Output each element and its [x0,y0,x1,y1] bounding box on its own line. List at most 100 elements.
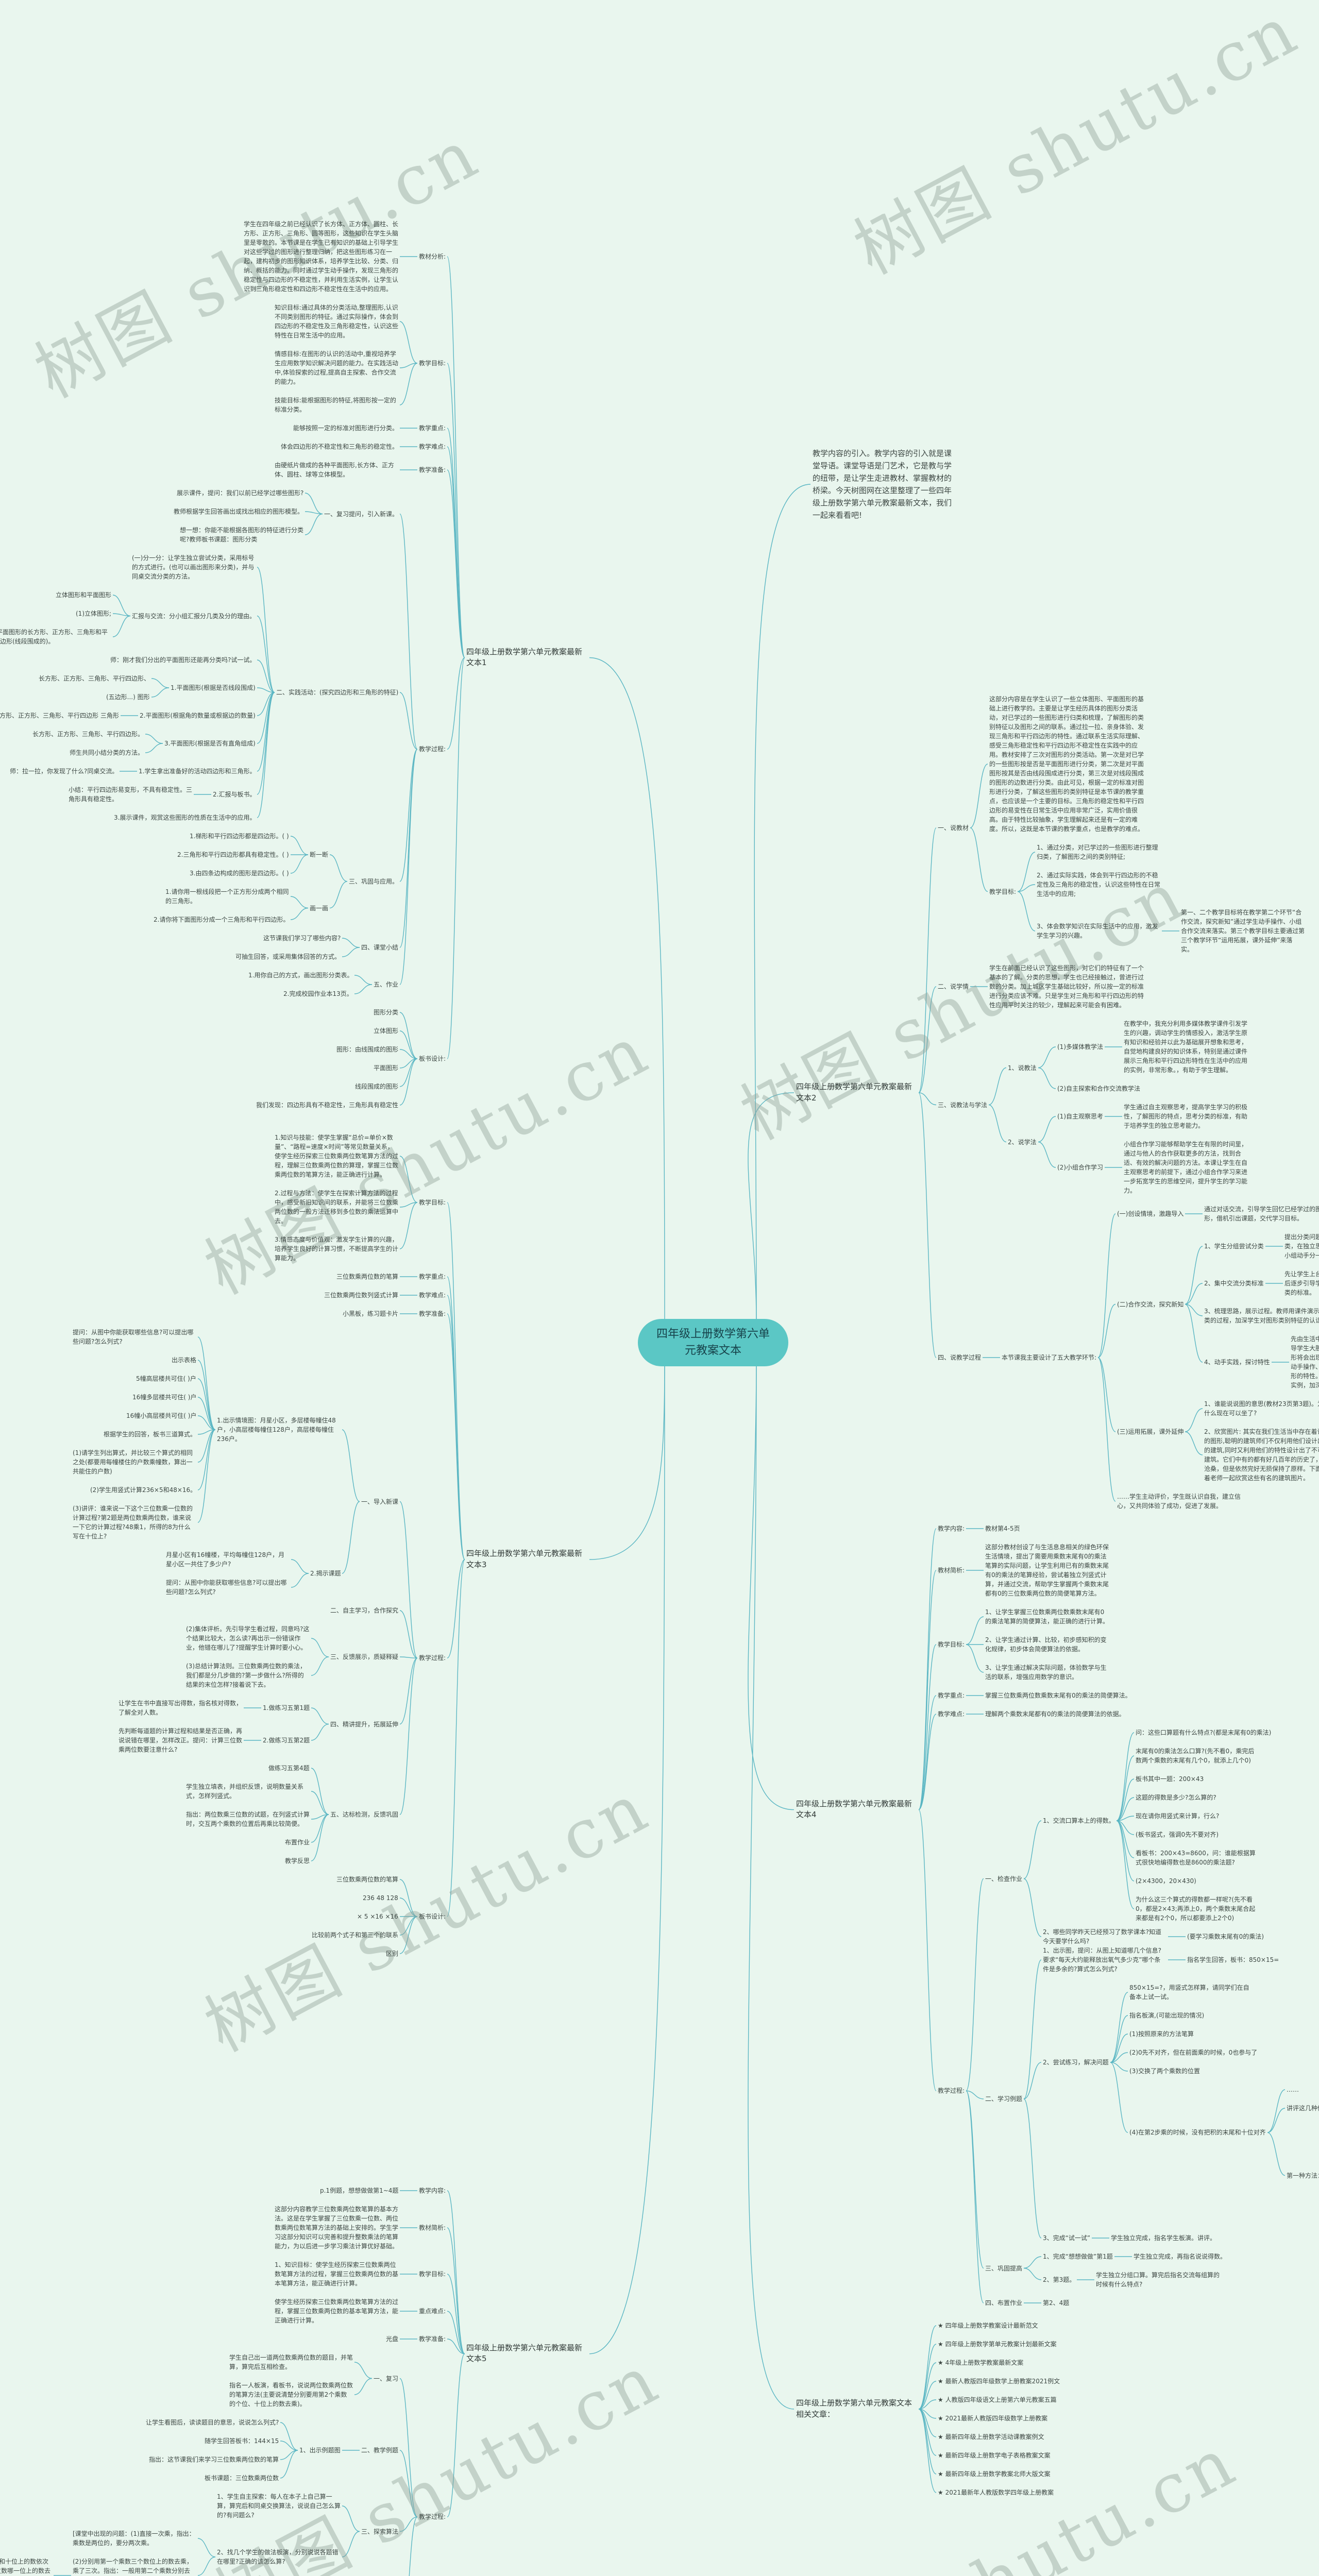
mindmap-leaf: 三位数乘两位数列竖式计算 [324,1292,399,1299]
mindmap-node: (2)分别用第一个乘数三个数位上的数去乘，乘了三次。指出：一般用第二个乘数分别去… [73,2558,193,2574]
mindmap-node: 三、巩固提高 [985,2264,1023,2272]
mindmap-node: 3、体会数学知识在实际生活中的应用，激发学生学习的兴趣。 [1037,923,1158,939]
mindmap-leaf: 16幢多层楼共可住( )户 [132,1394,197,1401]
mindmap-leaf: 第2、4题 [1043,2299,1070,2307]
mindmap-leaf: ★ 人教版四年级语文上册第六单元教案五篇 [938,2396,1057,2403]
mindmap-leaf: 这部分内容教学三位数乘两位数笔算的基本方法。这是在学生掌握了三位数乘一位数、两位… [275,2206,399,2250]
mindmap-leaf: 三位数乘两位数的笔算 [336,1876,399,1883]
mindmap-leaf: 师：拉一拉，你发现了什么?同桌交流。 [10,768,119,775]
mindmap-node: 2、集中交流分类标准 [1204,1280,1264,1287]
mindmap-leaf: 通过对话交流，引导学生回忆已经学过的图形，借机引出课题，交代学习目标。 [1204,1206,1319,1222]
mindmap-node: 教学目标: [419,1199,446,1206]
mindmap-leaf: 图形：由线围成的图形 [336,1046,399,1053]
mindmap-leaf: (2)平面图形的长方形、正方形、三角形和平行四边形(线段围成的)。 [0,629,108,645]
mindmap-node: 一、复习 [374,2375,399,2382]
mindmap-leaf: 1、让学生掌握三位数乘两位数乘数末尾有0的乘法笔算的简便算法，能正确的进行计算。 [985,1608,1109,1625]
mindmap-leaf: ★ 2021最新人教版四年级数学上册教案 [938,2415,1048,2422]
mindmap-leaf: 师：刚才我们分出的平面图形还能再分类吗?试一试。 [110,656,256,664]
branch-label-6: 四年级上册数学第六单元教案文本相关文章： [796,2398,912,2419]
mindmap-node: 一、导入新课 [361,1498,399,1505]
mindmap-leaf: 板书课题：三位数乘两位数 [205,2475,279,2482]
mindmap-node: 教材简析: [938,1567,965,1574]
mindmap-leaf: (3)总结计算法则。三位数乘两位数的乘法，我们都是分几步做的?第一步做什么?所得… [186,1663,306,1688]
mindmap-node: 教学重点: [938,1692,965,1699]
mindmap-leaf: (一)分一分：让学生独立尝试分类，采用标号的方式进行。(也可以画出图形来分类)，… [132,554,255,580]
mindmap-leaf: 区别 [386,1950,399,1957]
mindmap-leaf: (五边形...) 图形 [106,693,150,701]
mindmap-leaf: 情感目标:在图形的认识的活动中,重视培养学生应用数学知识解决问题的能力。在实践活… [275,350,399,385]
mindmap-node: 四、精讲提升，拓展延伸 [330,1720,399,1728]
mindmap-leaf: 2.三角形和平行四边形都具有稳定性。( ) [177,851,289,858]
mindmap-node: 2.揭示课题 [310,1570,341,1577]
mindmap-node: 2.汇报与板书。 [213,791,256,798]
mindmap-leaf: 随学生回答板书：144×15 [205,2437,279,2445]
root-node: 四年级上册数学第六单元教案文本 [638,1319,788,1366]
mindmap-node: 教材简析: [419,2224,446,2231]
mindmap-leaf: 2.请你将下面图形分成一个三角形和平行四边形。 [154,916,290,923]
mindmap-leaf: ★ 最新四年级上册数学电子表格教案文案 [938,2452,1051,2459]
mindmap-leaf: 小组合作学习能够帮助学生在有限的时间里，通过与他人的合作获取更多的方法，找到合适… [1124,1141,1248,1194]
mindmap-leaf: 这节课我们学习了哪些内容? [263,935,341,942]
mindmap-node: 教学准备: [419,1310,446,1317]
mindmap-leaf: 学生独立分组口算。算完后指名交流每组算的时候有什么特点? [1096,2272,1220,2288]
mindmap-node: 教学难点: [938,1710,965,1718]
mindmap-node: 教材分析: [419,253,446,260]
mindmap-node: 1.平面图形(根据是否线段围成) [171,684,256,691]
mindmap-leaf: ★ 四年级上册数学第单元教案计划最新文案 [938,2341,1057,2348]
mindmap-leaf: 3.展示课件，观赏这些图形的性质在生活中的应用。 [114,814,256,821]
mindmap-leaf: (1)立体图形; [76,610,112,617]
mindmap-node: 教学目标: [989,888,1017,895]
mindmap-leaf: 学生在四年级之前已经认识了长方体、正方体、圆柱、长方形、正方形、三角形、圆等图形… [244,221,399,293]
mindmap-node: 1、出示例题图 [299,2447,341,2454]
mindmap-leaf: 布置作业 [285,1839,310,1846]
mindmap-node: 教学内容: [938,1525,965,1532]
mindmap-leaf: 想一想：你能不能根据各图形的特征进行分类呢?教师板书课题：图形分类 [180,527,304,543]
mindmap-leaf: 1.知识与技能：使学生掌握“总价=单价×数量”、“路程=速度×时间”等常见数量关… [275,1134,399,1178]
mindmap-node: 1、学生分组尝试分类 [1204,1243,1264,1250]
mindmap-node: 1.做练习五第1题 [263,1704,310,1711]
mindmap-node: 四、说教学过程 [938,1354,982,1361]
intro-note: 教学内容的引入。教学内容的引入就是课堂导语。课堂导语是门艺术，它是教与学的纽带，… [813,449,952,520]
mindmap-leaf: 讲评这几种做法 [1287,2105,1319,2112]
mindmap-leaf: 为什么这三个算式的得数都一样呢?(先不看0，都是2×43;再添上0，两个乘数末尾… [1136,1896,1256,1922]
mindmap-leaf: 出示表格 [172,1357,197,1364]
mindmap-node: 3、完成“试一试” [1043,2234,1091,2242]
mindmap-leaf: 掌握三位数乘两位数乘数末尾有0的乘法的简便算法。 [985,1692,1131,1699]
mindmap-node: 四、布置作业 [985,2299,1023,2307]
mindmap-leaf: 学生独立完成，指名学生板演。讲评。 [1111,2234,1216,2242]
mindmap-node: 教学过程: [419,2513,446,2521]
mindmap-node: (二)合作交流，探究新知 [1117,1300,1184,1308]
mindmap-leaf: 学生独立完成，再指名说说得数。 [1134,2253,1227,2260]
mindmap-node: 2.平面图形(根据角的数量或根据边的数量) [140,712,256,719]
mindmap-node: 2、说学法 [1008,1138,1037,1146]
mindmap-node: 二、说学情 [938,983,969,990]
mindmap-node: (1)多媒体教学法 [1057,1043,1103,1050]
mindmap-node: 三、说教法与学法 [938,1101,988,1109]
mindmap-leaf: 236 48 128 [363,1894,398,1902]
mindmap-leaf: 现在请你用竖式来计算，行么? [1136,1812,1220,1820]
mindmap-node: 二、实践活动：(探究四边形和三角形的特征) [276,689,399,696]
mindmap-leaf: ……学生主动评价，学生既认识自我，建立信心，又共同体验了成功，促进了发展。 [1117,1493,1241,1510]
mindmap-node: 板书设计: [419,1055,446,1062]
mindmap-leaf: 长方形、正方形、三角形、平行四边形。 [32,731,144,738]
mindmap-leaf: 第一、二个教学目标将在教学第二个环节“合作交流，探究新知”通过学生动手操作、小组… [1181,909,1305,953]
watermark: 树图 shutu.cn [193,1010,662,1310]
mindmap-node: 教学内容: [419,2187,446,2194]
mindmap-leaf: 5幢高层楼共可住( )户 [136,1375,196,1382]
mindmap-leaf: ★ 最新人教版四年级数学上册教案2021例文 [938,2378,1060,2385]
mindmap-node: (1)自主观察思考 [1057,1113,1103,1120]
mindmap-node: 一、说教材 [938,824,969,832]
mindmap-leaf: 3.情感态度与价值观：激发学生计算的兴趣，培养学生良好的计算习惯，不断提高学生的… [275,1236,399,1262]
mindmap-node: 一、检查作业 [985,1875,1023,1883]
mindmap-leaf: 2、欣赏图片: 其实在我们生活当中存在着许多我们学过的图形,聪明的建筑师们不仅利… [1204,1428,1319,1482]
mindmap-leaf: 学生自己出一道两位数乘两位数的题目，并笔算，算完后互相检查。 [229,2354,353,2370]
mindmap-node: 3.平面图形(根据是否有直角组成) [164,740,256,747]
mindmap-leaf: 光盘 [386,2335,399,2343]
mindmap-leaf: 教学反思 [285,1857,310,1865]
branch-label-4: 四年级上册数学第六单元教案最新文本4 [796,1799,912,1820]
mindmap-leaf: 做练习五第4题 [268,1765,310,1772]
mindmap-leaf: 1、知识目标：使学生经历探索三位数乘两位数笔算方法的过程，掌握三位数乘两位数的基… [275,2261,399,2287]
mindmap-leaf: 教材第4-5页 [985,1525,1020,1532]
mindmap-leaf: 小结：平行四边形易变形，不具有稳定性。三角形具有稳定性。 [69,786,193,803]
